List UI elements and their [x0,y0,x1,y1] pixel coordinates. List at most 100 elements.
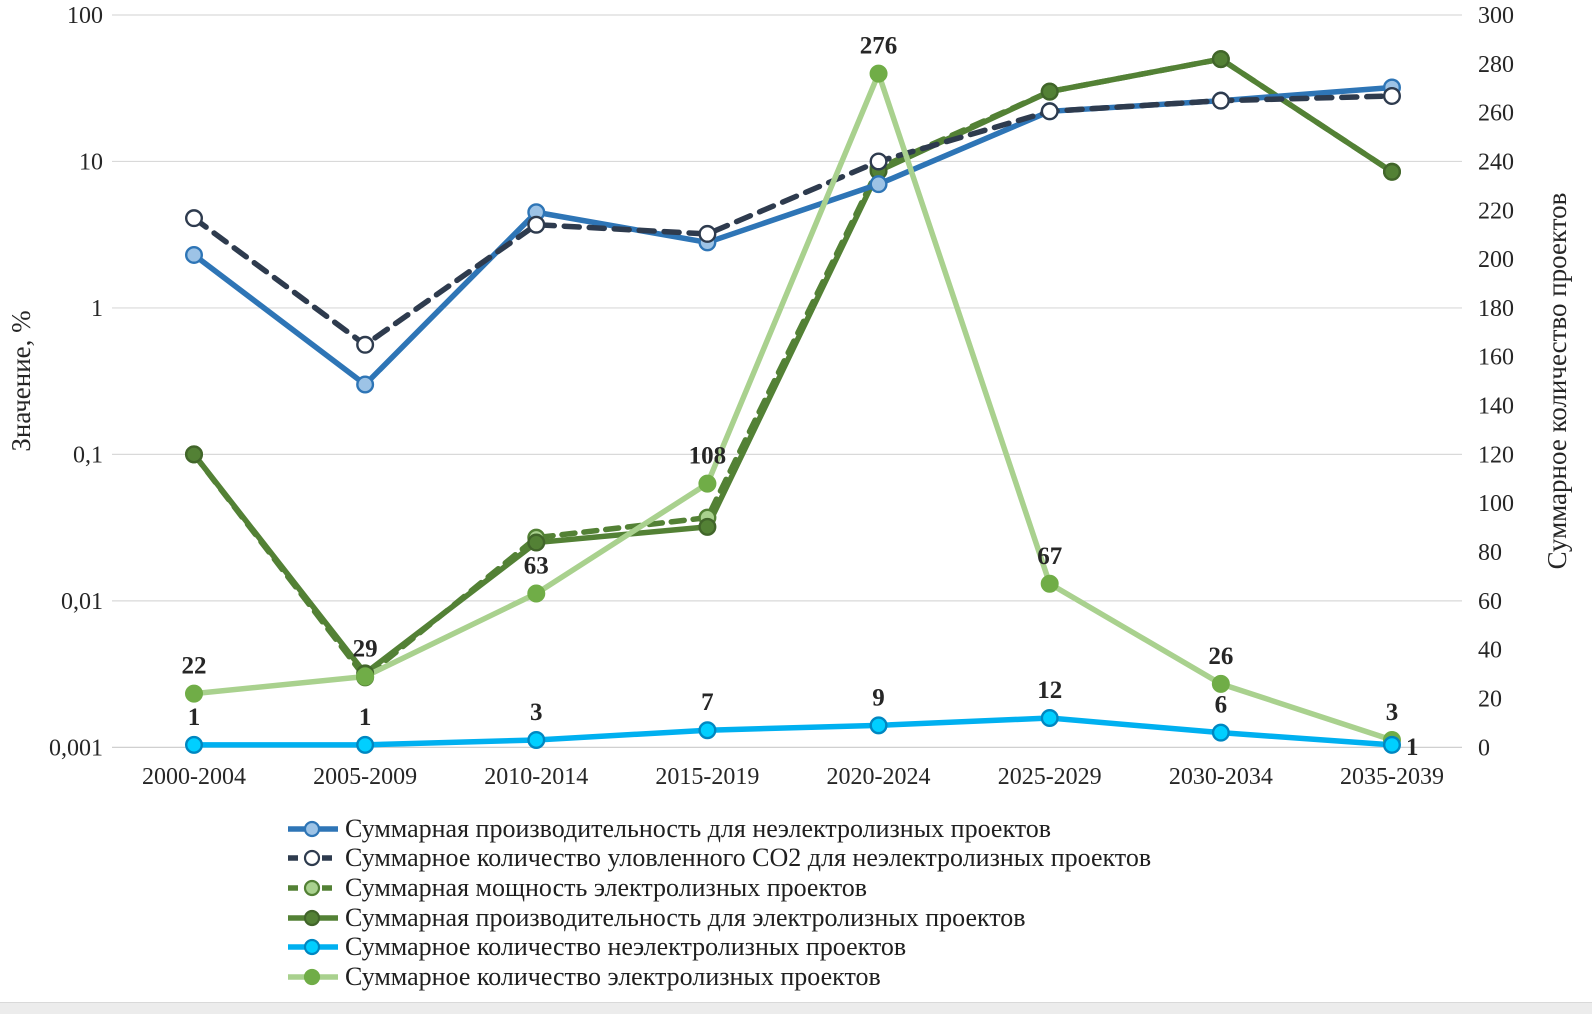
data-point-marker-electrolysis-productivity [1040,82,1059,101]
data-label-nonelectrolysis-count: 12 [1037,677,1062,704]
data-point-marker-nonelectrolysis-count [698,721,717,740]
left-axis-tick-label: 0,1 [73,442,103,468]
data-label-electrolysis-count: 276 [860,33,898,60]
legend-label: Суммарная производительность для неэлект… [345,813,1052,843]
right-axis-tick-label: 300 [1478,3,1514,29]
data-point-marker-electrolysis-count [698,474,717,493]
data-point-marker-co2-captured-nonelectrolysis [1211,91,1230,110]
legend-marker [303,909,321,926]
series-line-electrolysis-productivity [191,56,1395,677]
data-label-electrolysis-count: 22 [182,653,207,680]
data-label-nonelectrolysis-count: 1 [188,704,201,731]
series-line-nonelectrolysis-count [191,715,1395,748]
data-label-nonelectrolysis-count: 9 [872,684,885,711]
right-axis-tick-label: 160 [1478,345,1514,371]
left-axis-tick-label: 100 [67,3,103,29]
legend-marker [303,879,321,897]
right-axis-tick-label: 100 [1478,491,1514,517]
data-point-marker-electrolysis-count [184,684,203,703]
data-point-marker-electrolysis-count [1040,574,1059,593]
data-point-marker-nonelectrolysis-count [1211,723,1230,742]
data-point-marker-co2-captured-nonelectrolysis [869,152,888,171]
right-axis-tick-label: 40 [1478,638,1502,664]
left-axis-tick-label: 10 [79,149,103,175]
right-axis-tick-label: 280 [1478,52,1514,78]
legend-item-electrolysis-productivity: Суммарная производительность для электро… [287,903,1151,933]
data-label-nonelectrolysis-count: 6 [1215,692,1228,719]
data-label-nonelectrolysis-count: 1 [1406,734,1419,761]
data-label-nonelectrolysis-count: 7 [701,689,714,716]
legend-item-co2-captured-nonelectrolysis: Суммарное количество уловленного CO2 для… [287,843,1152,874]
legend-swatch-electrolysis-capacity [288,879,338,897]
data-point-marker-nonelectrolysis-count [527,730,546,749]
data-point-marker-co2-captured-nonelectrolysis [356,335,375,354]
legend-marker [303,968,321,985]
series-line-co2-captured-nonelectrolysis [191,93,1395,348]
x-axis-tick-label: 2010-2014 [484,764,588,790]
data-point-marker-electrolysis-count [869,64,888,83]
right-axis-tick-label: 240 [1478,149,1514,175]
legend-swatch-nonelectrolysis-count [288,939,338,956]
bottom-edge-strip [0,1002,1592,1014]
data-point-marker-co2-captured-nonelectrolysis [184,209,203,228]
legend-label: Суммарное количество неэлектролизных про… [345,932,907,962]
right-axis-tick-label: 0 [1478,735,1490,761]
data-point-marker-co2-captured-nonelectrolysis [698,224,717,243]
data-point-marker-electrolysis-productivity [1211,50,1230,69]
data-point-marker-electrolysis-productivity [1382,162,1401,181]
data-point-marker-nonelectrolysis-productivity [184,245,203,264]
right-axis-tick-label: 120 [1478,442,1514,468]
legend-item-electrolysis-capacity: Суммарная мощность электролизных проекто… [287,873,1151,903]
legend-label: Суммарное количество электролизных проек… [345,961,881,991]
x-axis-tick-label: 2005-2009 [313,764,417,790]
data-point-marker-nonelectrolysis-count [356,735,375,754]
right-axis-tick-label: 200 [1478,247,1514,273]
left-axis-tick-label: 0,01 [61,589,103,615]
data-point-marker-electrolysis-productivity [527,533,546,552]
data-label-electrolysis-count: 108 [689,443,727,470]
legend-marker [303,820,321,837]
data-point-marker-electrolysis-productivity [698,517,717,536]
data-label-electrolysis-count: 26 [1208,643,1233,670]
right-axis-title: Суммарное количество проектов [1542,193,1572,570]
data-point-marker-electrolysis-productivity [184,445,203,464]
legend-marker [303,850,321,867]
data-point-marker-nonelectrolysis-count [184,735,203,754]
chart-legend: Суммарная производительность для неэлект… [287,814,1151,992]
data-point-marker-nonelectrolysis-count [1382,735,1401,754]
data-point-marker-co2-captured-nonelectrolysis [1382,86,1401,105]
x-axis-tick-label: 2025-2029 [998,764,1102,790]
data-label-nonelectrolysis-count: 3 [530,699,543,726]
right-axis-tick-label: 60 [1478,589,1502,615]
data-point-marker-nonelectrolysis-productivity [869,175,888,194]
x-axis-tick-label: 2015-2019 [655,764,759,790]
series-line-electrolysis-count [191,70,1395,743]
legend-label: Суммарное количество уловленного CO2 для… [345,843,1152,873]
data-point-marker-electrolysis-count [356,667,375,686]
data-point-marker-nonelectrolysis-count [1040,709,1059,728]
data-label-electrolysis-count: 3 [1386,699,1399,726]
x-axis-tick-label: 2035-2039 [1340,764,1444,790]
legend-swatch-electrolysis-count [288,968,338,985]
right-axis-tick-label: 140 [1478,394,1514,420]
data-label-electrolysis-count: 29 [353,636,378,663]
left-axis-tick-label: 0,001 [49,735,103,761]
right-axis-tick-label: 260 [1478,101,1514,127]
data-point-marker-nonelectrolysis-productivity [356,375,375,394]
data-point-marker-co2-captured-nonelectrolysis [527,215,546,234]
right-axis-tick-label: 20 [1478,686,1502,712]
legend-label: Суммарная мощность электролизных проекто… [345,872,868,902]
data-label-electrolysis-count: 67 [1037,543,1062,570]
right-axis-tick-label: 220 [1478,198,1514,224]
x-axis-tick-label: 2000-2004 [142,764,246,790]
right-axis-tick-label: 180 [1478,296,1514,322]
data-point-marker-electrolysis-count [527,584,546,603]
legend-marker [303,939,321,956]
legend-item-nonelectrolysis-count: Суммарное количество неэлектролизных про… [287,932,1151,962]
data-point-marker-electrolysis-count [1211,674,1230,693]
data-point-marker-co2-captured-nonelectrolysis [1040,102,1059,121]
left-axis-title: Значение, % [6,310,36,451]
legend-item-electrolysis-count: Суммарное количество электролизных проек… [287,962,1151,992]
x-axis-tick-label: 2020-2024 [827,764,931,790]
